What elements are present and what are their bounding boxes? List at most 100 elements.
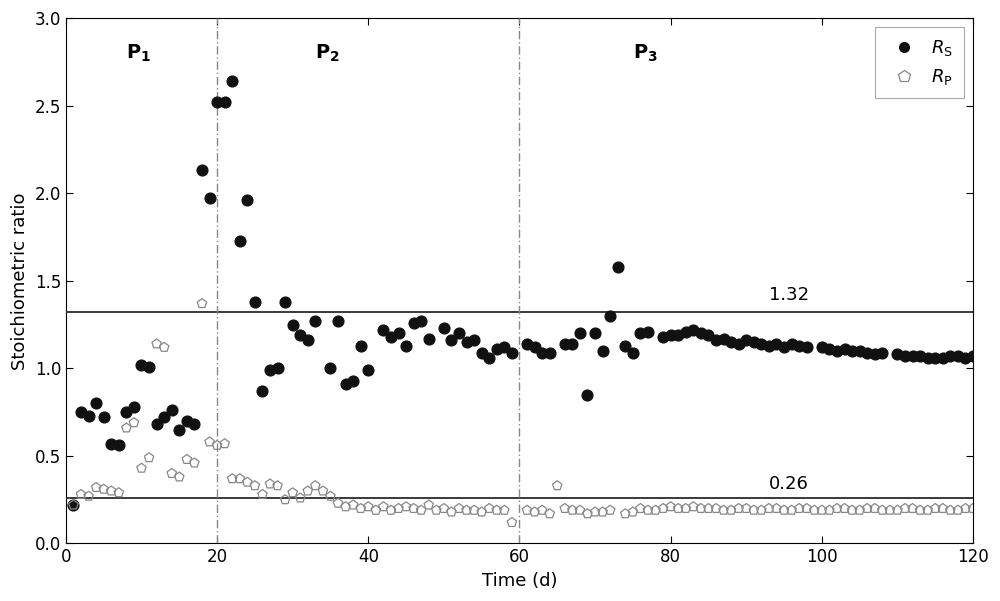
Point (602, 505, 618, 515)
Point (126, 418, 142, 427)
Point (300, 486, 316, 496)
Point (519, 339, 535, 349)
Point (322, 492, 338, 501)
Point (564, 339, 580, 349)
Point (897, 352, 913, 361)
Point (481, 504, 497, 513)
Point (270, 364, 286, 373)
Point (821, 505, 837, 515)
Point (149, 339, 165, 349)
Point (239, 195, 255, 205)
Point (285, 320, 301, 329)
Point (920, 505, 936, 515)
Point (942, 352, 958, 361)
Point (368, 505, 384, 515)
Point (406, 504, 422, 513)
Point (292, 331, 308, 340)
Point (451, 504, 467, 513)
Point (262, 365, 278, 375)
Point (670, 504, 686, 513)
Point (837, 344, 853, 354)
Point (942, 505, 958, 515)
Point (700, 331, 716, 340)
Point (254, 386, 270, 396)
Point (360, 502, 376, 511)
Point (867, 350, 883, 359)
Point (141, 362, 157, 371)
X-axis label: Time (d): Time (d) (482, 572, 557, 590)
Point (927, 504, 943, 513)
Point (640, 505, 656, 515)
Point (338, 379, 354, 389)
Point (519, 505, 535, 515)
Point (768, 504, 784, 513)
Point (814, 343, 830, 352)
Point (436, 504, 452, 513)
Point (202, 437, 218, 447)
Text: 1.32: 1.32 (769, 285, 809, 304)
Legend: $R_\mathrm{S}$, $R_\mathrm{P}$: $R_\mathrm{S}$, $R_\mathrm{P}$ (875, 27, 964, 98)
Y-axis label: Stoichiometric ratio: Stoichiometric ratio (11, 192, 29, 370)
Point (716, 334, 732, 343)
Point (957, 353, 973, 362)
Point (867, 504, 883, 513)
Point (436, 323, 452, 333)
Point (345, 500, 361, 510)
Point (746, 505, 762, 515)
Point (481, 353, 497, 362)
Point (595, 507, 611, 517)
Point (330, 498, 346, 508)
Point (602, 311, 618, 320)
Point (239, 477, 255, 487)
Point (844, 346, 860, 356)
Point (126, 402, 142, 412)
Point (852, 505, 868, 515)
Point (542, 348, 558, 358)
Point (617, 341, 633, 350)
Point (610, 262, 626, 272)
Point (391, 329, 407, 338)
Point (443, 507, 459, 517)
Point (829, 504, 845, 513)
Point (549, 481, 565, 490)
Point (731, 339, 747, 349)
Point (133, 463, 149, 473)
Point (632, 504, 648, 513)
Point (965, 352, 981, 361)
Point (655, 504, 671, 513)
Point (179, 454, 195, 464)
Point (625, 348, 641, 358)
Point (670, 331, 686, 340)
Point (81, 411, 97, 421)
Point (307, 316, 323, 326)
Point (133, 360, 149, 370)
Point (186, 458, 202, 468)
Point (557, 339, 573, 349)
Point (965, 504, 981, 513)
Point (738, 504, 754, 513)
Point (232, 236, 248, 245)
Point (383, 332, 399, 341)
Point (595, 346, 611, 356)
Point (209, 441, 225, 450)
Point (224, 474, 240, 483)
Point (761, 504, 777, 513)
Point (814, 505, 830, 515)
Point (920, 353, 936, 362)
Point (171, 425, 187, 435)
Point (270, 481, 286, 490)
Text: $\mathbf{P_3}$: $\mathbf{P_3}$ (633, 43, 658, 64)
Point (859, 504, 875, 513)
Point (723, 337, 739, 347)
Point (708, 504, 724, 513)
Point (753, 505, 769, 515)
Point (277, 297, 293, 307)
Point (413, 505, 429, 515)
Point (587, 329, 603, 338)
Point (753, 339, 769, 349)
Point (285, 488, 301, 498)
Point (277, 495, 293, 504)
Point (345, 376, 361, 385)
Point (632, 329, 648, 338)
Point (353, 504, 369, 513)
